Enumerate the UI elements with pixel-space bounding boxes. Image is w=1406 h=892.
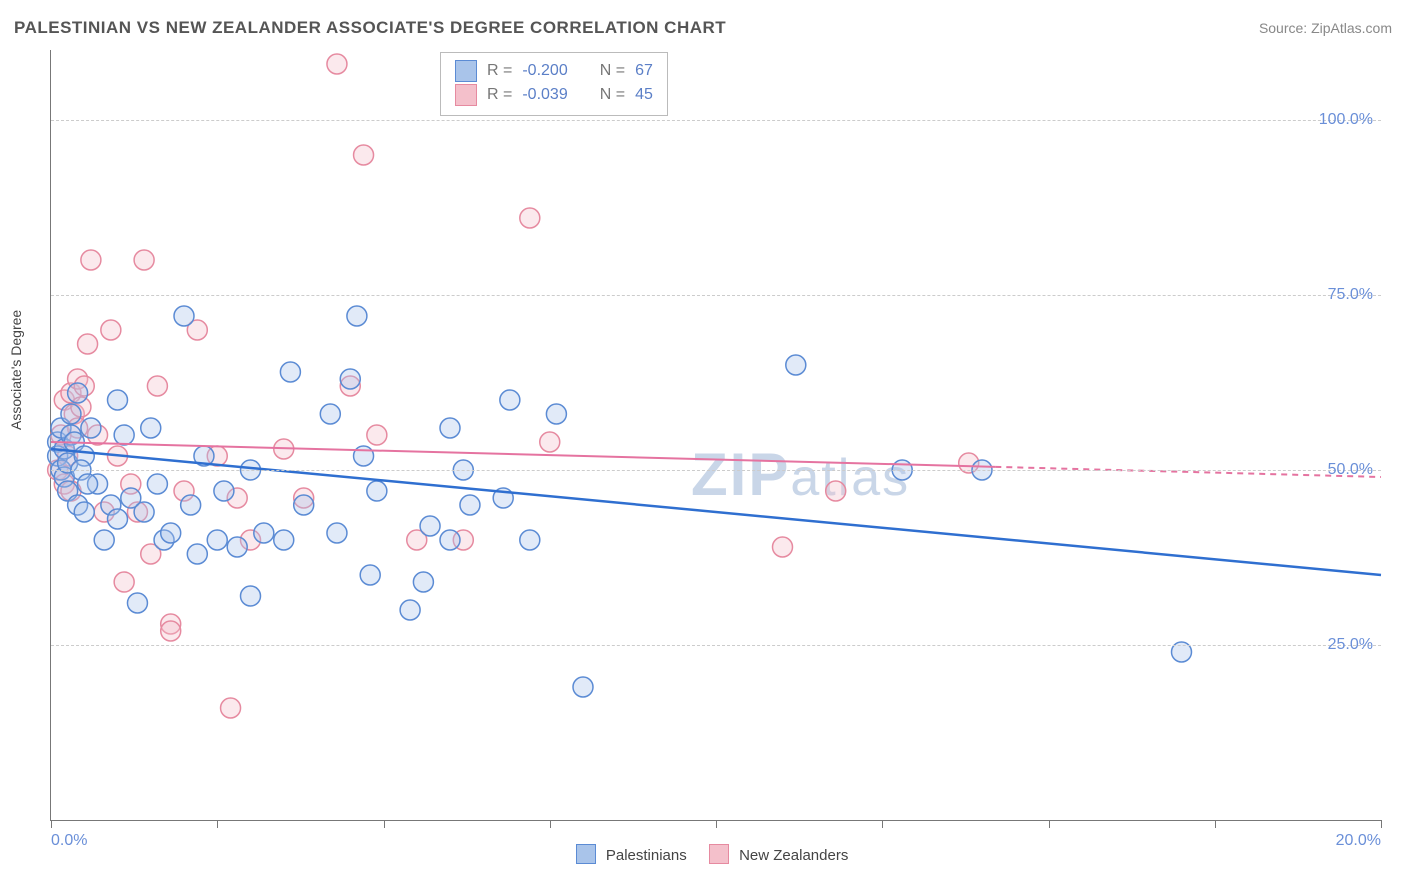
N-label: N = xyxy=(600,83,625,107)
swatch-palestinians xyxy=(455,60,477,82)
legend-label-palestinians: Palestinians xyxy=(606,847,687,864)
x-tick xyxy=(1215,820,1216,828)
chart-header: PALESTINIAN VS NEW ZEALANDER ASSOCIATE'S… xyxy=(14,18,1392,38)
y-axis-label: Associate's Degree xyxy=(8,310,24,430)
stats-row-newzealanders: R = -0.039 N = 45 xyxy=(455,83,653,107)
y-tick-label: 100.0% xyxy=(1319,111,1373,129)
source-label: Source: ZipAtlas.com xyxy=(1259,20,1392,36)
R-label: R = xyxy=(487,59,512,83)
plot-svg xyxy=(51,50,1381,820)
gridline xyxy=(51,470,1381,471)
x-tick xyxy=(384,820,385,828)
legend-swatch-newzealanders xyxy=(709,844,729,864)
y-tick-label: 75.0% xyxy=(1328,286,1373,304)
chart-title: PALESTINIAN VS NEW ZEALANDER ASSOCIATE'S… xyxy=(14,18,726,38)
x-tick xyxy=(1381,820,1382,828)
gridline xyxy=(51,645,1381,646)
bottom-legend: Palestinians New Zealanders xyxy=(0,844,1406,864)
stats-legend: R = -0.200 N = 67 R = -0.039 N = 45 xyxy=(440,52,668,116)
x-tick xyxy=(550,820,551,828)
R-value-1: -0.200 xyxy=(522,59,567,83)
x-tick xyxy=(51,820,52,828)
N-value-2: 45 xyxy=(635,83,653,107)
R-label: R = xyxy=(487,83,512,107)
y-tick-label: 25.0% xyxy=(1328,636,1373,654)
chart-plot-area: ZIPatlas 25.0%50.0%75.0%100.0%0.0%20.0% xyxy=(50,50,1381,821)
x-tick xyxy=(1049,820,1050,828)
y-tick-label: 50.0% xyxy=(1328,461,1373,479)
swatch-newzealanders xyxy=(455,84,477,106)
legend-label-newzealanders: New Zealanders xyxy=(739,847,848,864)
stats-row-palestinians: R = -0.200 N = 67 xyxy=(455,59,653,83)
x-tick xyxy=(882,820,883,828)
x-tick xyxy=(716,820,717,828)
N-value-1: 67 xyxy=(635,59,653,83)
N-label: N = xyxy=(600,59,625,83)
gridline xyxy=(51,120,1381,121)
R-value-2: -0.039 xyxy=(522,83,567,107)
gridline xyxy=(51,295,1381,296)
legend-swatch-palestinians xyxy=(576,844,596,864)
x-tick xyxy=(217,820,218,828)
